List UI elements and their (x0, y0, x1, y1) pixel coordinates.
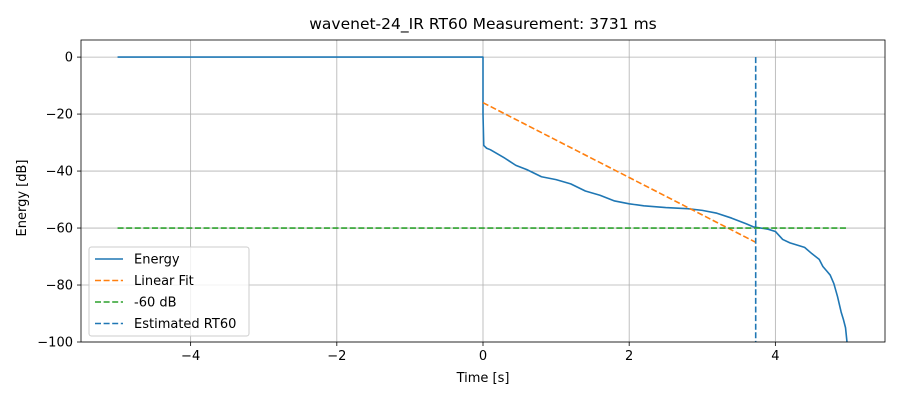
y-axis-label: Energy [dB] (15, 160, 30, 237)
x-tick-label: 4 (771, 349, 779, 364)
y-tick-label: −100 (37, 336, 73, 351)
legend-label: Estimated RT60 (134, 317, 236, 332)
x-tick-label: 0 (479, 349, 487, 364)
x-tick-label: −4 (181, 349, 200, 364)
series-linear-fit (482, 101, 757, 243)
legend: Energy Linear Fit -60 dB Estimated RT60 (88, 246, 250, 337)
legend-label: -60 dB (134, 296, 177, 311)
y-tick-label: −80 (46, 279, 73, 294)
legend-box (88, 246, 250, 337)
series-energy (117, 56, 848, 343)
x-axis-label: Time [s] (456, 371, 510, 386)
y-tick-label: −20 (46, 108, 73, 123)
x-tick-label: 2 (625, 349, 633, 364)
chart-title: wavenet-24_IR RT60 Measurement: 3731 ms (309, 15, 657, 34)
y-tick-label: −60 (46, 222, 73, 237)
legend-label: Energy (134, 253, 180, 268)
plot-lines (117, 56, 848, 343)
x-tick-label: −2 (327, 349, 346, 364)
axis-ticks: −4 −2 0 2 40−20−40−60−80−100 (37, 51, 779, 364)
y-tick-label: −40 (46, 165, 73, 180)
legend-label: Linear Fit (134, 274, 194, 289)
y-tick-label: 0 (65, 51, 73, 66)
